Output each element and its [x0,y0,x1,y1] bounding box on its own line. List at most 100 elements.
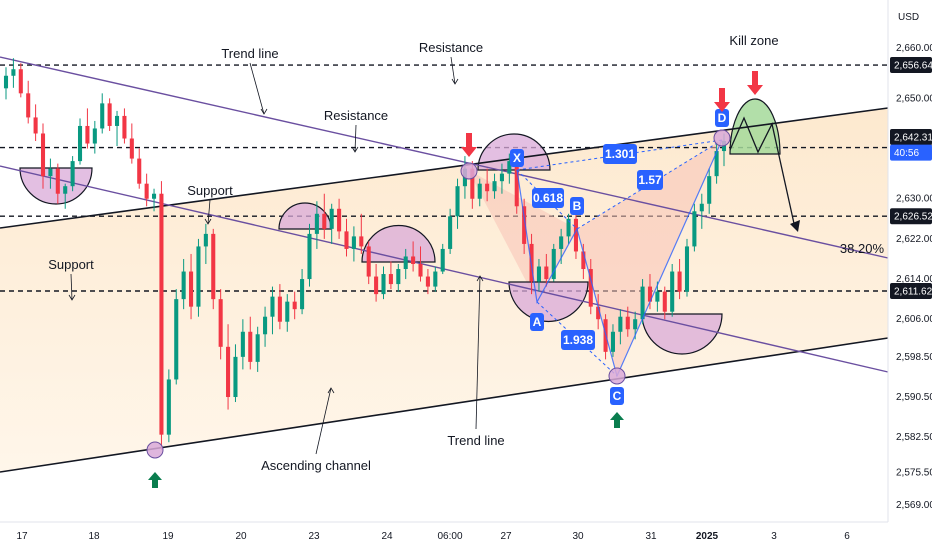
price-tag: 2,656.64 [890,57,932,74]
ascending-channel-fill [0,108,888,472]
candle-body [77,125,83,162]
swing-point-circle [460,162,478,180]
annotation-label: Resistance [324,108,388,153]
candle-body [107,103,112,126]
price-tag: 40:56 [890,144,932,161]
annotation-pointer [475,275,481,430]
time-axis-panel[interactable] [0,522,932,550]
price-tag-label: 40:56 [894,148,919,159]
candle-body [211,233,216,300]
y-tick-label: 2,590.50 [896,392,932,403]
ratio-badge[interactable]: 0.618 [532,188,564,208]
candle [322,193,327,239]
candle [351,226,356,262]
candle-body [684,246,690,292]
candle [114,110,120,147]
price-tag-label: 2,656.64 [894,61,932,72]
candle [596,294,601,330]
candle [263,306,268,347]
candle [573,213,578,259]
ratio-badge[interactable]: 1.57 [637,170,663,190]
candle-body [477,183,482,199]
ratio-badge[interactable]: 1.938 [561,330,595,350]
down-arrow-icon [747,71,763,95]
candle [226,324,231,410]
candle-body [174,299,179,380]
candle-body [300,279,305,310]
candle [411,241,416,272]
up-arrow-icon [610,412,624,428]
candle-body [166,379,171,435]
candle-body [55,168,60,194]
x-tick-label: 30 [572,531,584,542]
annotation-arrowhead [68,294,76,301]
candle-body [307,233,312,280]
candle-body [514,161,519,207]
projection-arrowhead [790,220,800,232]
x-tick-label: 19 [162,531,174,542]
annotation-pointer [354,124,357,153]
x-tick-label: 31 [645,531,657,542]
ratio-label: 1.57 [638,173,662,187]
candle [26,80,31,124]
candle [48,158,53,189]
candle-body [433,271,438,287]
candle-body [129,138,134,159]
candle-body [337,208,342,232]
candle-body [440,248,445,272]
candle [63,183,68,209]
candle [70,156,75,192]
candle-body [33,117,38,134]
candle [137,148,142,189]
candle-body [485,183,490,192]
candle [218,289,223,360]
candle [337,198,342,239]
pivot-badge-a[interactable]: A [530,313,544,331]
annotation-pointer [450,56,456,85]
candle-body [277,296,282,322]
pivot-badge-d[interactable]: D [715,109,729,127]
candle [425,269,430,295]
price-axis-panel[interactable] [888,0,932,550]
up-arrow-icon [148,472,162,488]
candle [159,181,164,450]
candle [189,253,194,320]
candle [3,67,9,100]
candle [329,203,334,244]
y-tick-label: 2,650.00 [896,93,932,104]
annotation-label: Trend line [447,275,505,448]
candle-body [196,246,201,307]
ratio-badge[interactable]: 1.301 [603,144,637,164]
annotation-label: Resistance [419,40,483,85]
x-tick-label: 24 [381,531,393,542]
pivot-badge-bg [510,149,524,167]
candle [270,286,275,335]
pivot-badge-x[interactable]: X [510,149,524,167]
annotation-pointer [249,62,265,115]
candle [684,238,690,297]
candle [107,98,112,131]
x-tick-label: 27 [500,531,512,542]
candle [152,188,157,212]
annotation-pointer [315,387,332,455]
candle [144,173,149,207]
candle [388,261,393,290]
candle [707,168,712,214]
candle-body [536,266,541,282]
candle-body [618,316,623,332]
annotation-text: Resistance [324,108,388,123]
pivot-badge-c[interactable]: C [610,387,624,405]
candle-body [248,331,253,362]
candle-body [714,151,719,177]
candle [477,178,482,207]
ratio-badge-bg [637,170,663,190]
candle-body [403,256,408,270]
x-tick-label: 6 [844,531,850,542]
candle-body [359,236,364,247]
candle [92,120,97,154]
candle-body [189,271,194,307]
candle [381,266,386,300]
pivot-badge-b[interactable]: B [570,197,584,215]
candle-body [544,266,549,280]
